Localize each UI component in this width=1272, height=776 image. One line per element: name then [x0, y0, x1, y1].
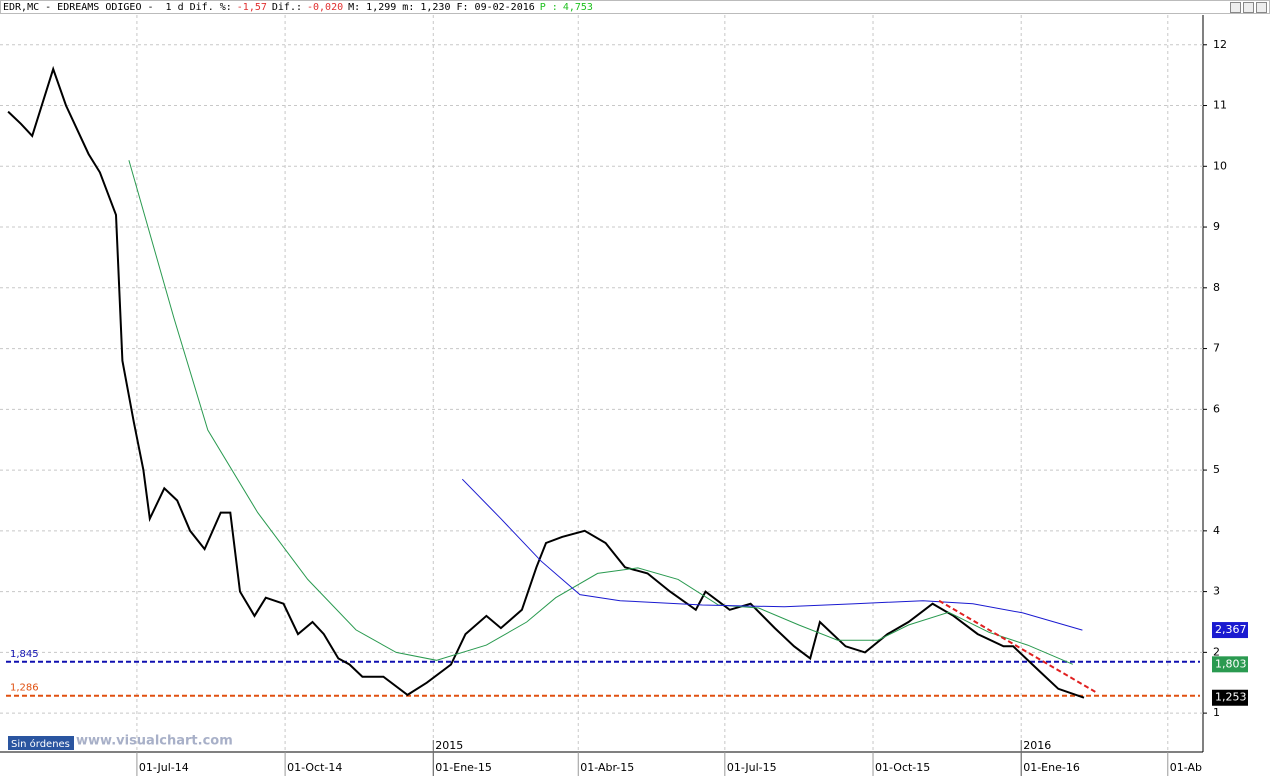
year-label: 2016 [1023, 739, 1051, 752]
close-button[interactable] [1256, 2, 1267, 13]
header-text: EDR,MC - EDREAMS ODIGEO - 1 d Dif. %: [3, 2, 232, 13]
header-text: 4,753 [562, 2, 593, 13]
y-tick-label: 8 [1213, 281, 1220, 294]
price-line [461, 478, 1083, 631]
watermark: www.visualchart.com [76, 734, 233, 749]
header-text: -1,57 [236, 2, 267, 13]
x-tick-label: 01-Oct-15 [875, 761, 930, 774]
x-tick-label: 01-Ab [1170, 761, 1202, 774]
y-tick-label: 4 [1213, 524, 1220, 537]
end-label-box [1212, 622, 1248, 639]
y-tick-label: 1 [1213, 706, 1220, 719]
y-tick-label: 6 [1213, 402, 1220, 415]
y-tick-label: 7 [1213, 342, 1220, 355]
end-label-box [1212, 689, 1248, 706]
y-tick-label: 5 [1213, 463, 1220, 476]
end-label-box [1212, 656, 1248, 673]
x-tick-label: 01-Ene-15 [435, 761, 492, 774]
level-label: 1,845 [10, 649, 39, 660]
header: EDR,MC - EDREAMS ODIGEO - 1 d Dif. %: -1,… [0, 0, 1270, 14]
x-tick-label: 01-Ene-16 [1023, 761, 1080, 774]
header-text: P : [539, 2, 558, 13]
y-tick-label: 2 [1213, 645, 1220, 658]
y-tick-label: 9 [1213, 220, 1220, 233]
y-tick-label: 3 [1213, 585, 1220, 598]
orders-button[interactable] [8, 736, 74, 750]
x-tick-label: 01-Jul-14 [139, 761, 189, 774]
y-tick-label: 12 [1213, 38, 1227, 51]
end-label: 1,803 [1215, 657, 1247, 670]
maximize-button[interactable] [1243, 2, 1254, 13]
x-tick-label: 01-Jul-15 [727, 761, 777, 774]
trend-line [938, 599, 1096, 693]
orders-button-label[interactable]: Sin órdenes [11, 738, 70, 750]
year-label: 2015 [435, 739, 463, 752]
header-text: Dif.: [271, 2, 302, 13]
x-tick-label: 01-Oct-14 [287, 761, 342, 774]
header-text: M: 1,299 m: 1,230 F: 09-02-2016 [348, 2, 535, 13]
header-text: -0,020 [307, 2, 344, 13]
price-line [7, 65, 1085, 699]
y-tick-label: 10 [1213, 159, 1227, 172]
end-label: 2,367 [1215, 623, 1247, 636]
price-line [128, 160, 1073, 665]
x-tick-label: 01-Abr-15 [580, 761, 634, 774]
level-label: 1,286 [10, 683, 39, 694]
y-tick-label: 11 [1213, 99, 1227, 112]
end-label: 1,253 [1215, 691, 1247, 704]
minimize-button[interactable] [1230, 2, 1241, 13]
